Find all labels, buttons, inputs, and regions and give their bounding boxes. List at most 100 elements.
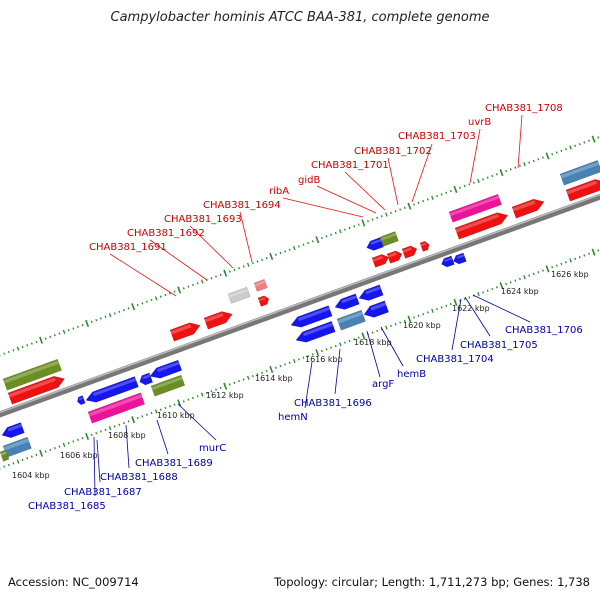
lower-tick bbox=[200, 392, 204, 397]
lower-tick bbox=[104, 428, 107, 431]
gene-highlight bbox=[341, 295, 358, 304]
lower-tick bbox=[551, 266, 554, 269]
lower-tick bbox=[141, 415, 144, 418]
upper-tick bbox=[569, 145, 572, 150]
lower-tick bbox=[85, 432, 90, 441]
gene-arrow bbox=[386, 250, 403, 264]
lower-tick bbox=[431, 308, 434, 313]
lower-tick bbox=[348, 339, 351, 343]
leader-line bbox=[109, 253, 177, 297]
gene-highlight bbox=[337, 311, 364, 324]
leader-line bbox=[344, 171, 386, 211]
label-leaders bbox=[93, 114, 531, 497]
lower-tick bbox=[99, 430, 102, 433]
lower-tick bbox=[39, 449, 43, 457]
upper-tick bbox=[297, 245, 300, 248]
lower-tick bbox=[269, 365, 274, 374]
upper-tick bbox=[565, 148, 567, 151]
leader-line bbox=[334, 348, 341, 395]
gene-highlight bbox=[444, 257, 453, 262]
upper-tick bbox=[532, 159, 535, 163]
lower-tick bbox=[173, 403, 176, 406]
upper-tick bbox=[376, 216, 379, 220]
gene-highlight bbox=[3, 360, 60, 384]
upper-tick bbox=[200, 279, 204, 284]
upper-tick bbox=[325, 235, 328, 238]
gene-arrow bbox=[77, 395, 86, 405]
upper-tick bbox=[67, 329, 70, 332]
gene-highlight bbox=[151, 376, 183, 391]
upper-tick bbox=[284, 250, 287, 253]
leader-line bbox=[96, 439, 101, 483]
upper-tick bbox=[3, 352, 6, 355]
gene-highlight bbox=[380, 232, 397, 241]
upper-tick bbox=[164, 293, 167, 297]
gene-highlight bbox=[254, 280, 266, 287]
upper-tick bbox=[537, 158, 540, 161]
upper-tick bbox=[422, 199, 425, 203]
lower-tick bbox=[182, 400, 185, 403]
lower-tick bbox=[76, 438, 79, 441]
upper-tick bbox=[583, 141, 586, 144]
upper-tick bbox=[192, 283, 194, 287]
gene-label-argf: argF bbox=[372, 379, 394, 390]
upper-tick bbox=[431, 195, 434, 200]
upper-tick bbox=[210, 277, 213, 280]
lower-tick bbox=[399, 321, 402, 324]
scale-label-1608: 1608 kbp bbox=[108, 431, 146, 440]
lower-tick bbox=[453, 298, 458, 306]
upper-tick bbox=[440, 193, 443, 196]
gene-highlight bbox=[365, 286, 382, 295]
leader-line bbox=[316, 185, 377, 214]
leader-line bbox=[411, 143, 433, 203]
lower-tick bbox=[279, 364, 282, 368]
upper-tick bbox=[177, 286, 182, 294]
gene-label-chab381-1708: CHAB381_1708 bbox=[485, 103, 563, 114]
lower-tick bbox=[578, 255, 581, 259]
upper-tick bbox=[49, 335, 52, 339]
gene-arrow bbox=[453, 252, 467, 265]
gene-highlight bbox=[8, 377, 56, 398]
lower-tick bbox=[53, 447, 56, 450]
lower-tick bbox=[311, 353, 314, 356]
upper-tick bbox=[477, 178, 480, 184]
upper-tick bbox=[53, 334, 56, 337]
gene-block bbox=[448, 193, 502, 223]
gene-label-chab381-1693: CHAB381_1693 bbox=[164, 214, 242, 225]
upper-tick bbox=[463, 184, 466, 188]
lower-tick bbox=[219, 386, 222, 390]
lower-tick bbox=[353, 338, 356, 341]
lower-tick bbox=[505, 282, 508, 286]
upper-tick bbox=[30, 342, 33, 345]
gene-arrow bbox=[565, 179, 600, 202]
upper-tick bbox=[288, 248, 291, 251]
lower-tick bbox=[514, 279, 517, 282]
gene-label-gidb: gidB bbox=[298, 175, 320, 186]
upper-tick bbox=[334, 231, 337, 235]
lower-tick bbox=[205, 391, 208, 395]
lower-tick bbox=[261, 371, 264, 374]
upper-tick bbox=[136, 303, 139, 307]
gene-highlight bbox=[142, 374, 151, 380]
upper-tick bbox=[407, 202, 412, 210]
lower-tick bbox=[565, 261, 567, 264]
gene-highlight bbox=[157, 361, 180, 373]
gene-arrow bbox=[363, 300, 390, 318]
gene-block bbox=[253, 278, 268, 292]
leader-line bbox=[469, 128, 481, 184]
gene-arrow bbox=[358, 284, 384, 301]
gene-block bbox=[87, 392, 146, 424]
upper-tick bbox=[269, 252, 274, 261]
gene-highlight bbox=[456, 254, 465, 259]
gene-features bbox=[0, 159, 600, 462]
upper-tick bbox=[315, 236, 320, 244]
lower-tick bbox=[127, 420, 130, 423]
lower-tick bbox=[440, 306, 443, 309]
gene-arrow bbox=[454, 212, 509, 240]
gene-highlight bbox=[0, 451, 7, 456]
upper-tick bbox=[39, 336, 43, 344]
upper-tick bbox=[265, 256, 268, 260]
lower-tick bbox=[16, 459, 20, 464]
gene-label-chab381-1704: CHAB381_1704 bbox=[416, 354, 494, 365]
gene-highlight bbox=[560, 161, 600, 179]
